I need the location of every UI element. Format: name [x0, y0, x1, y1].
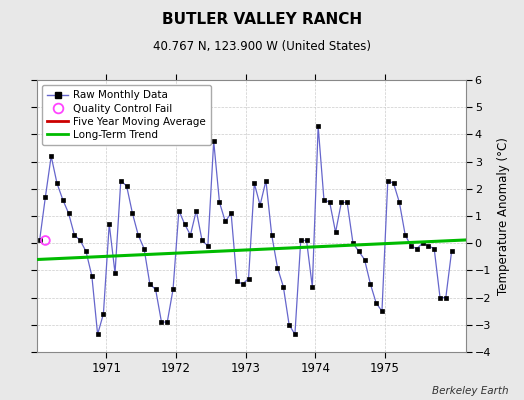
Y-axis label: Temperature Anomaly (°C): Temperature Anomaly (°C)	[497, 137, 510, 295]
Legend: Raw Monthly Data, Quality Control Fail, Five Year Moving Average, Long-Term Tren: Raw Monthly Data, Quality Control Fail, …	[42, 85, 211, 145]
Point	[41, 237, 50, 244]
Text: BUTLER VALLEY RANCH: BUTLER VALLEY RANCH	[162, 12, 362, 27]
Text: Berkeley Earth: Berkeley Earth	[432, 386, 508, 396]
Text: 40.767 N, 123.900 W (United States): 40.767 N, 123.900 W (United States)	[153, 40, 371, 53]
